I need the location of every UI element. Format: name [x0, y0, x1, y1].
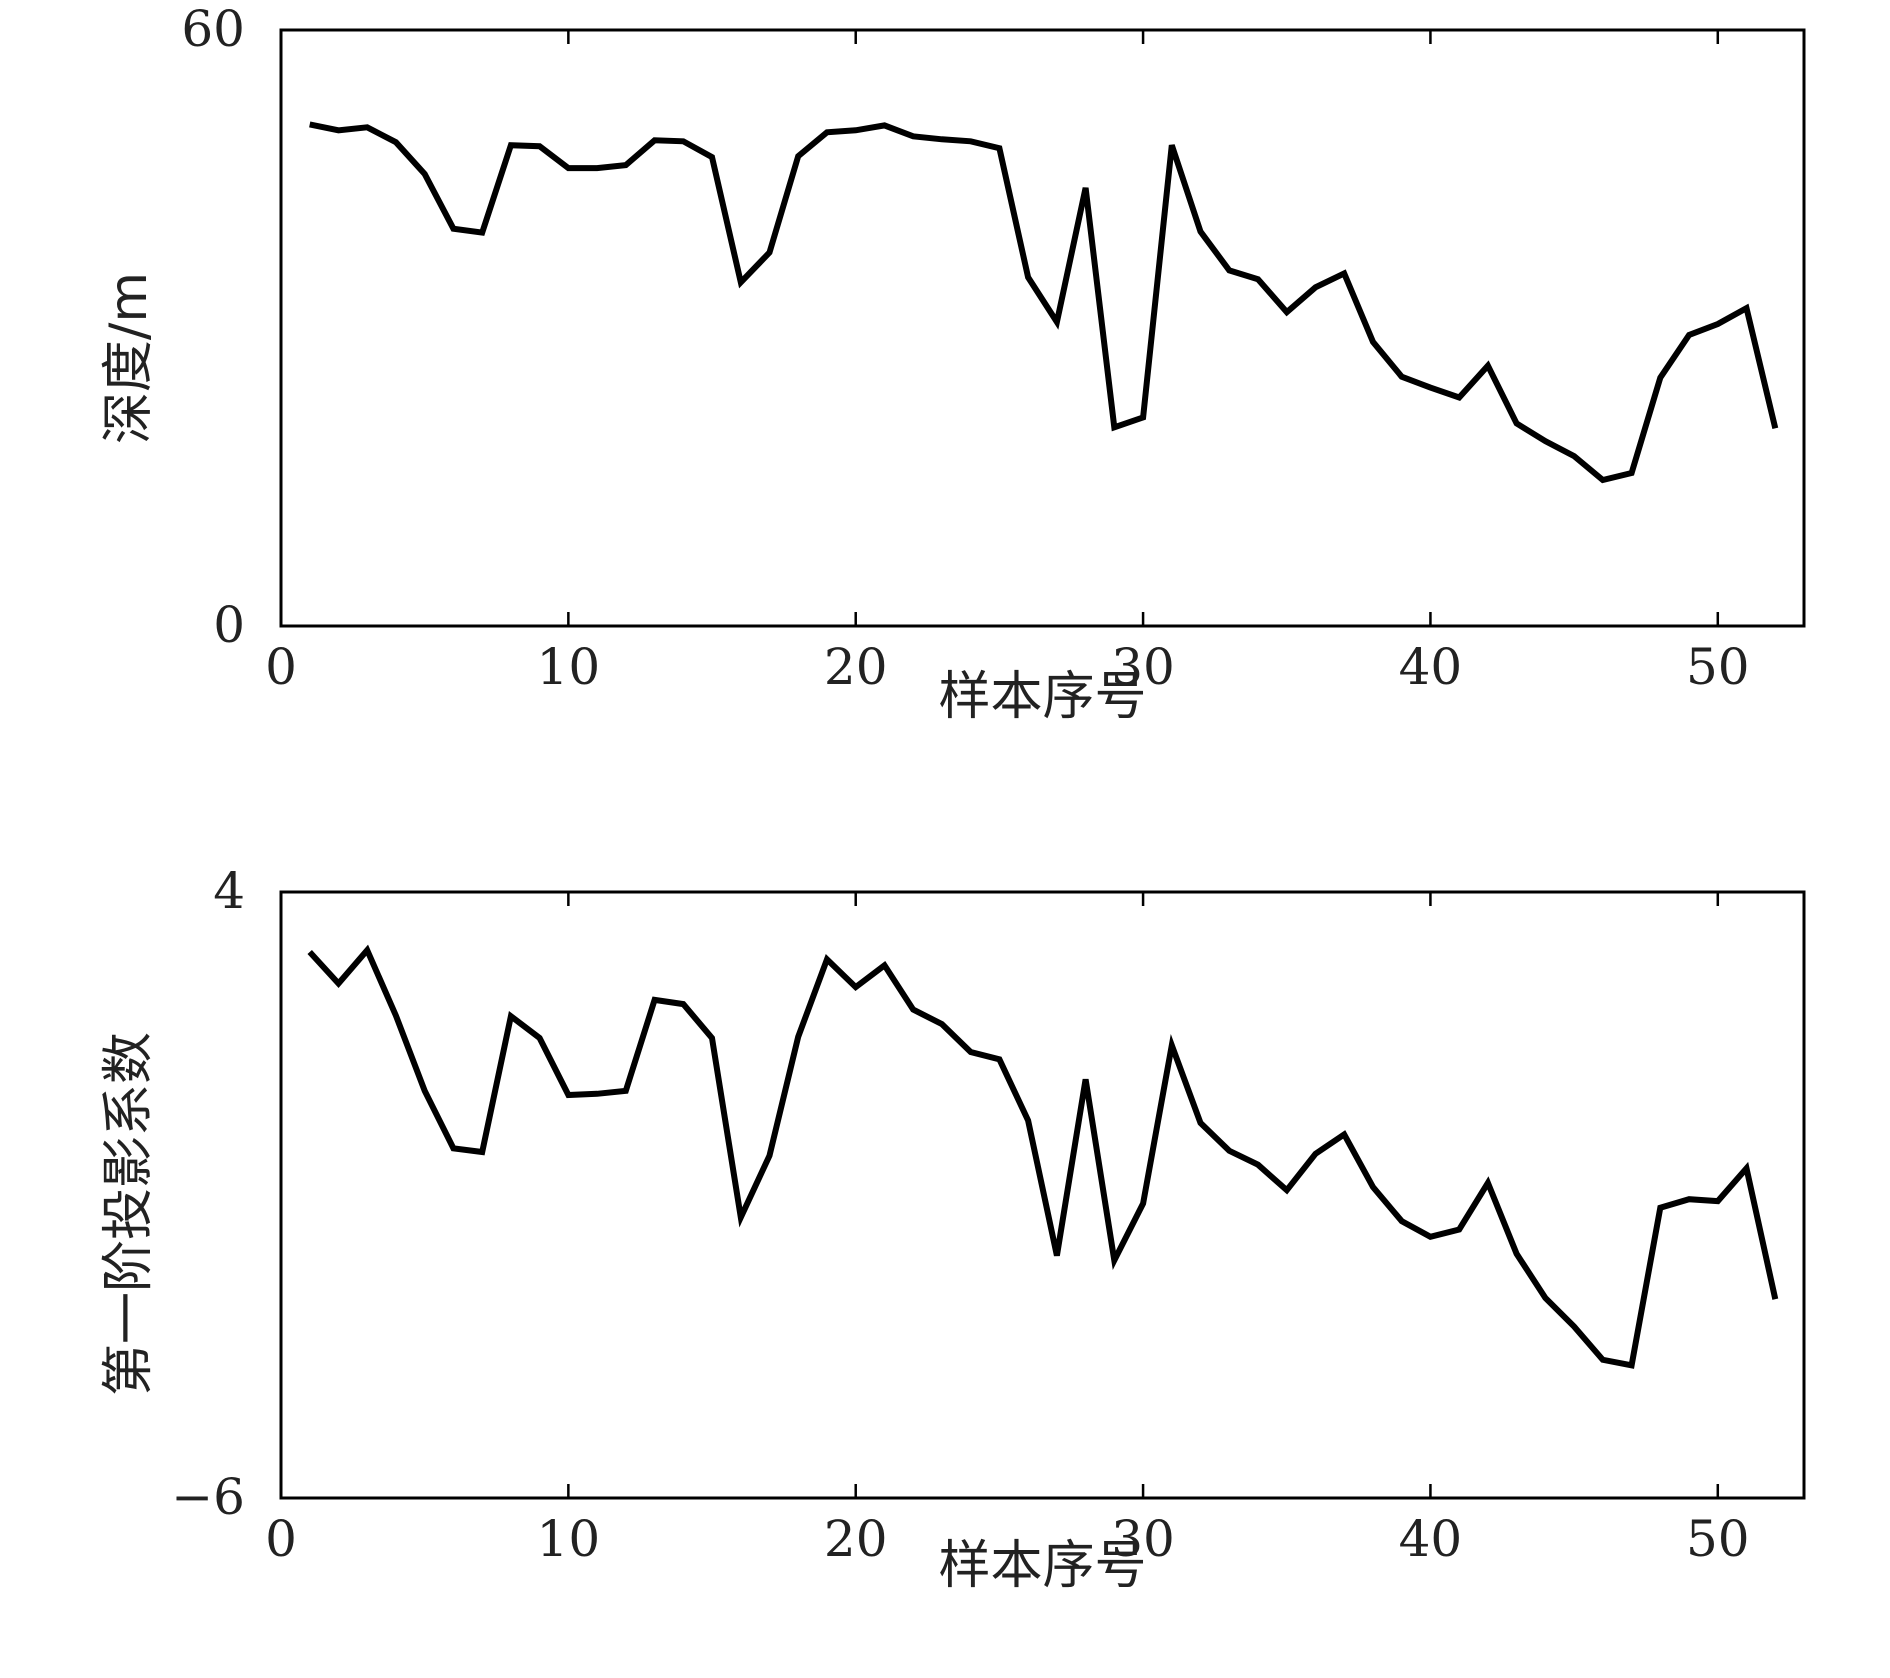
x-tick-label: 30 — [1111, 1510, 1175, 1568]
projection-coefficient-chart: 0 10 20 30 40 50 −6 4 样本序号 第一阶投影系数 — [99, 862, 1806, 1596]
x-tick-label: 50 — [1686, 638, 1750, 696]
plot-frame — [279, 28, 1806, 628]
x-tick-label: 40 — [1399, 638, 1463, 696]
y-tick-label: 0 — [213, 596, 245, 654]
x-axis-label: 样本序号 — [938, 667, 1146, 727]
x-tick-label: 30 — [1111, 638, 1175, 696]
x-tick-label: 20 — [824, 1510, 888, 1568]
depth-chart: 0 10 20 30 40 50 0 60 样本序号 深度/m — [99, 0, 1806, 727]
y-tick-label: 4 — [213, 862, 245, 920]
x-tick-label: 20 — [824, 638, 888, 696]
series-line — [309, 121, 1779, 484]
y-axis-label: 第一阶投影系数 — [99, 1032, 159, 1396]
x-tick-label: 10 — [537, 638, 601, 696]
plot-frame — [279, 890, 1806, 1500]
y-axis-label: 深度/m — [99, 272, 159, 444]
x-tick-label: 50 — [1686, 1510, 1750, 1568]
x-tick-label: 0 — [265, 638, 297, 696]
x-tick-label: 0 — [265, 1510, 297, 1568]
x-axis-label: 样本序号 — [938, 1536, 1146, 1596]
y-tick-label: −6 — [171, 1468, 245, 1526]
y-tick-label: 60 — [181, 0, 245, 58]
x-tick-label: 10 — [537, 1510, 601, 1568]
x-tick-label: 40 — [1399, 1510, 1463, 1568]
series-line — [307, 944, 1779, 1369]
